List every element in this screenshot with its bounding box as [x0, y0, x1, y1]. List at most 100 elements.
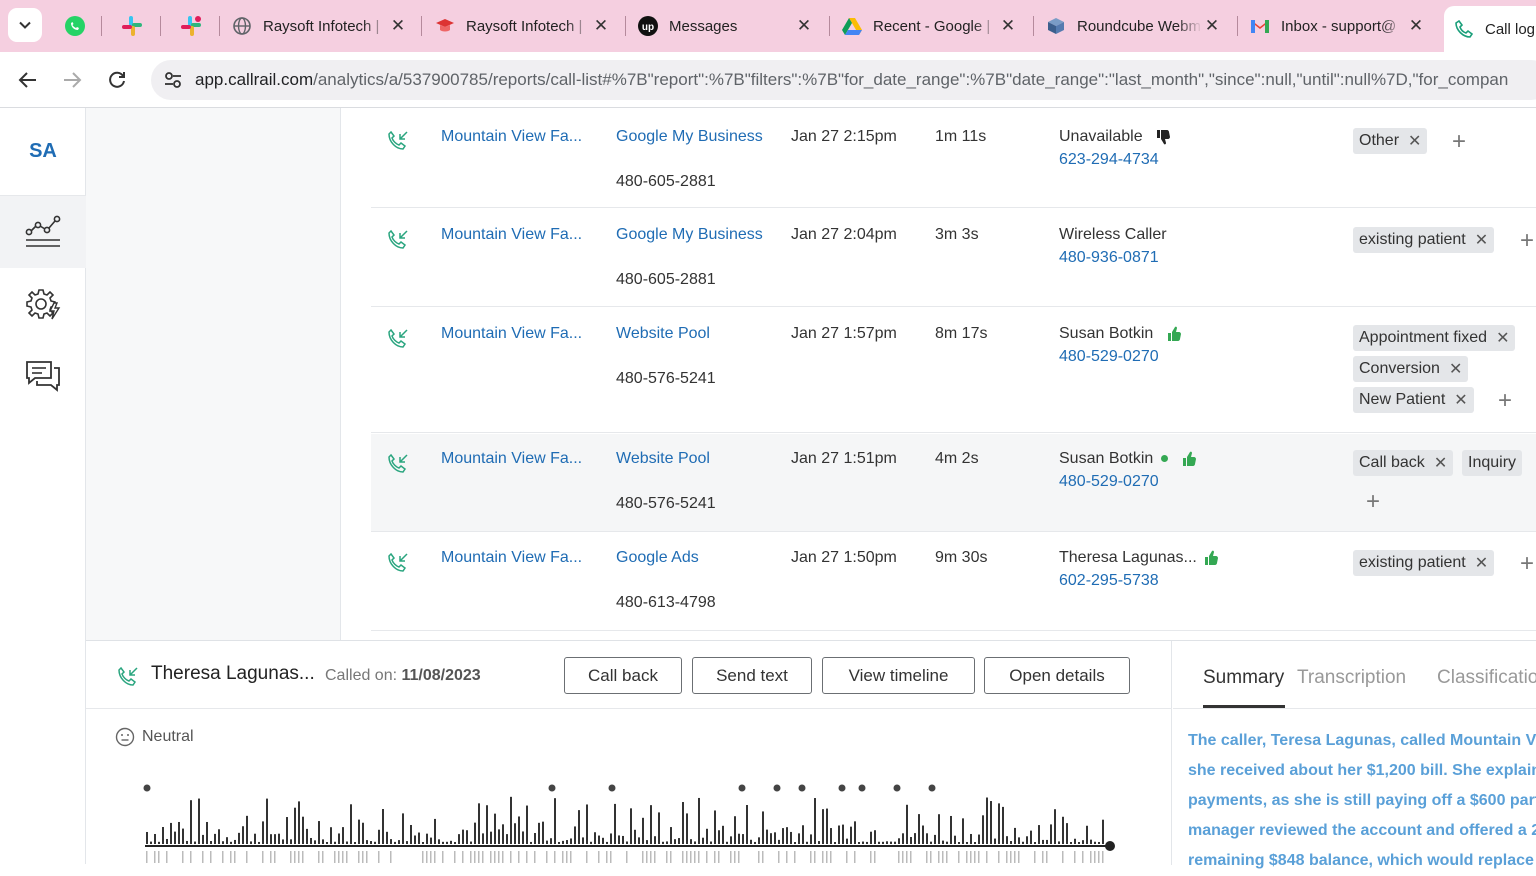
waveform-bar [882, 841, 884, 844]
thumbs-down-icon[interactable] [1155, 129, 1171, 145]
add-tag-button[interactable]: + [1519, 550, 1534, 577]
tab-transcription[interactable]: Transcription [1297, 667, 1407, 688]
caller-phone-link[interactable]: 602-295-5738 [1059, 572, 1159, 589]
tab-raysoft-1[interactable]: Raysoft Infotech | ✕ [222, 6, 418, 46]
pinned-tab-slack-1[interactable] [118, 12, 146, 40]
source-link[interactable]: Website Pool [616, 450, 710, 467]
waveform-bar [434, 818, 436, 844]
close-icon[interactable]: ✕ [1204, 16, 1220, 35]
table-row[interactable]: Mountain View Fa... Website Pool 480-576… [371, 434, 1536, 532]
whatsapp-icon [65, 16, 85, 36]
account-logo[interactable]: SA [0, 108, 86, 196]
waveform-bar-lower [874, 851, 876, 863]
caller-phone-link[interactable]: 480-529-0270 [1059, 473, 1159, 490]
company-link[interactable]: Mountain View Fa... [441, 226, 583, 243]
add-tag-button[interactable]: + [1451, 128, 1466, 155]
tab-search-button[interactable] [8, 8, 42, 42]
send-text-button[interactable]: Send text [692, 657, 812, 694]
reload-button[interactable] [103, 66, 131, 94]
add-tag-button[interactable]: + [1497, 387, 1512, 414]
waveform-bar [706, 828, 708, 844]
waveform-bar [894, 841, 896, 844]
waveform-bar [258, 841, 260, 844]
source-link[interactable]: Google Ads [616, 549, 699, 566]
close-icon[interactable]: ✕ [1000, 16, 1016, 35]
waveform-bar [746, 805, 748, 844]
tab-messages[interactable]: up Messages ✕ [628, 6, 824, 46]
summary-line: manager reviewed the account and offered… [1188, 822, 1536, 839]
site-info-button[interactable] [153, 60, 193, 100]
remove-tag-icon[interactable]: ✕ [1474, 555, 1489, 572]
add-tag-button[interactable]: + [1365, 488, 1380, 515]
pinned-tab-whatsapp[interactable] [61, 12, 89, 40]
waveform-bar [714, 810, 716, 844]
waveform-bar [270, 834, 272, 844]
close-icon[interactable]: ✕ [390, 16, 406, 35]
waveform-bar [1078, 841, 1080, 844]
waveform-bar [750, 839, 752, 844]
remove-tag-icon[interactable]: ✕ [1474, 232, 1489, 249]
remove-tag-icon[interactable]: ✕ [1408, 133, 1422, 150]
caller-phone-link[interactable]: 623-294-4734 [1059, 151, 1159, 168]
forward-button[interactable] [58, 66, 86, 94]
view-timeline-button[interactable]: View timeline [822, 657, 975, 694]
close-icon[interactable]: ✕ [796, 16, 812, 35]
remove-tag-icon[interactable]: ✕ [1496, 330, 1510, 347]
remove-tag-icon[interactable]: ✕ [1433, 455, 1448, 472]
table-row[interactable]: Mountain View Fa... Website Pool 480-576… [371, 308, 1536, 433]
back-button[interactable] [14, 66, 42, 94]
tag-label: existing patient [1359, 554, 1466, 571]
tab-classification[interactable]: Classification [1437, 667, 1536, 688]
call-back-button[interactable]: Call back [564, 657, 682, 694]
audio-waveform[interactable] [141, 776, 1121, 865]
thumbs-up-icon[interactable] [1181, 451, 1197, 467]
call-duration: 1m 11s [935, 128, 987, 145]
remove-tag-icon[interactable]: ✕ [1454, 392, 1468, 409]
tab-summary[interactable]: Summary [1203, 667, 1285, 688]
tab-google-drive[interactable]: Recent - Google | ✕ [832, 6, 1028, 46]
tab-call-log[interactable]: Call log [1444, 6, 1536, 52]
close-icon[interactable]: ✕ [1408, 16, 1424, 35]
remove-tag-icon[interactable]: ✕ [1448, 361, 1463, 378]
table-row[interactable]: Mountain View Fa... Google Ads 480-613-4… [371, 533, 1536, 631]
company-link[interactable]: Mountain View Fa... [441, 549, 583, 566]
company-link[interactable]: Mountain View Fa... [441, 128, 583, 145]
waveform-bar-lower [378, 851, 380, 863]
open-details-button[interactable]: Open details [984, 657, 1130, 694]
thumbs-up-icon[interactable] [1203, 550, 1219, 566]
source-link[interactable]: Website Pool [616, 325, 710, 342]
waveform-bar-lower [474, 851, 476, 863]
source-link[interactable]: Google My Business [616, 226, 763, 243]
caller-name-text: Unavailable [1059, 128, 1143, 145]
waveform-bar [234, 839, 236, 844]
tab-raysoft-2[interactable]: Raysoft Infotech | ✕ [425, 6, 621, 46]
tab-gmail[interactable]: Inbox - support@ ✕ [1240, 6, 1436, 46]
address-bar[interactable]: app.callrail.com/analytics/a/537900785/r… [151, 60, 1536, 100]
sidebar-item-analytics[interactable] [0, 196, 86, 268]
company-link[interactable]: Mountain View Fa... [441, 450, 583, 467]
company-link[interactable]: Mountain View Fa... [441, 325, 583, 342]
table-row[interactable]: Mountain View Fa... Google My Business 4… [371, 209, 1536, 307]
waveform-bar [662, 841, 664, 844]
tab-separator [1033, 16, 1034, 36]
waveform-bar [1094, 841, 1096, 844]
tab-roundcube[interactable]: Roundcube Webm ✕ [1036, 6, 1232, 46]
sidebar-item-conversations[interactable] [0, 340, 86, 412]
table-row[interactable]: Mountain View Fa... Google My Business 4… [371, 108, 1536, 208]
thumbs-up-icon[interactable] [1166, 326, 1182, 342]
caller-phone-link[interactable]: 480-529-0270 [1059, 348, 1159, 365]
waveform-bar [770, 833, 772, 844]
pinned-tab-slack-2[interactable] [177, 12, 205, 40]
close-icon[interactable]: ✕ [593, 16, 609, 35]
caller-phone-link[interactable]: 480-936-0871 [1059, 249, 1159, 266]
waveform-bar [686, 813, 688, 844]
waveform-bar [1090, 839, 1092, 844]
waveform-bar [374, 841, 376, 844]
waveform-bar [774, 832, 776, 844]
waveform-bar [322, 839, 324, 844]
sidebar-item-settings[interactable] [0, 268, 86, 340]
add-tag-button[interactable]: + [1519, 227, 1534, 254]
waveform-bar [302, 816, 304, 844]
source-link[interactable]: Google My Business [616, 128, 763, 145]
url-host: app.callrail.com [195, 70, 314, 89]
